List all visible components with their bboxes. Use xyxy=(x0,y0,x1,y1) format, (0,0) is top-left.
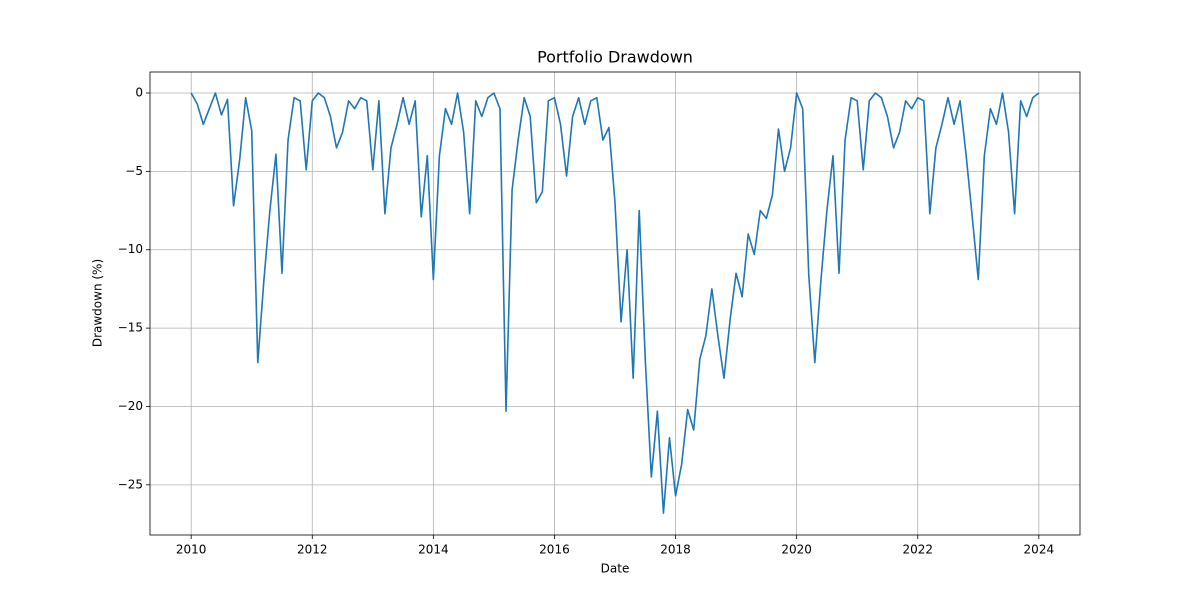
x-tick-label: 2018 xyxy=(660,543,691,557)
y-axis-label: Drawdown (%) xyxy=(91,259,105,347)
x-tick-label: 2024 xyxy=(1024,543,1055,557)
y-tick-label: −15 xyxy=(118,321,143,335)
x-tick-label: 2012 xyxy=(297,543,328,557)
chart-title: Portfolio Drawdown xyxy=(537,48,693,67)
y-tick-label: −5 xyxy=(125,164,143,178)
x-tick-label: 2014 xyxy=(418,543,449,557)
y-tick-label: −10 xyxy=(118,242,143,256)
y-tick-label: −25 xyxy=(118,477,143,491)
x-tick-label: 2016 xyxy=(539,543,570,557)
x-axis-label: Date xyxy=(601,562,630,576)
y-tick-label: 0 xyxy=(135,86,143,100)
data-line xyxy=(190,92,1040,514)
x-tick-label: 2010 xyxy=(176,543,207,557)
y-tick-label: −20 xyxy=(118,399,143,413)
plot-frame xyxy=(149,71,1081,536)
x-tick-label: 2022 xyxy=(902,543,933,557)
x-tick-label: 2020 xyxy=(781,543,812,557)
